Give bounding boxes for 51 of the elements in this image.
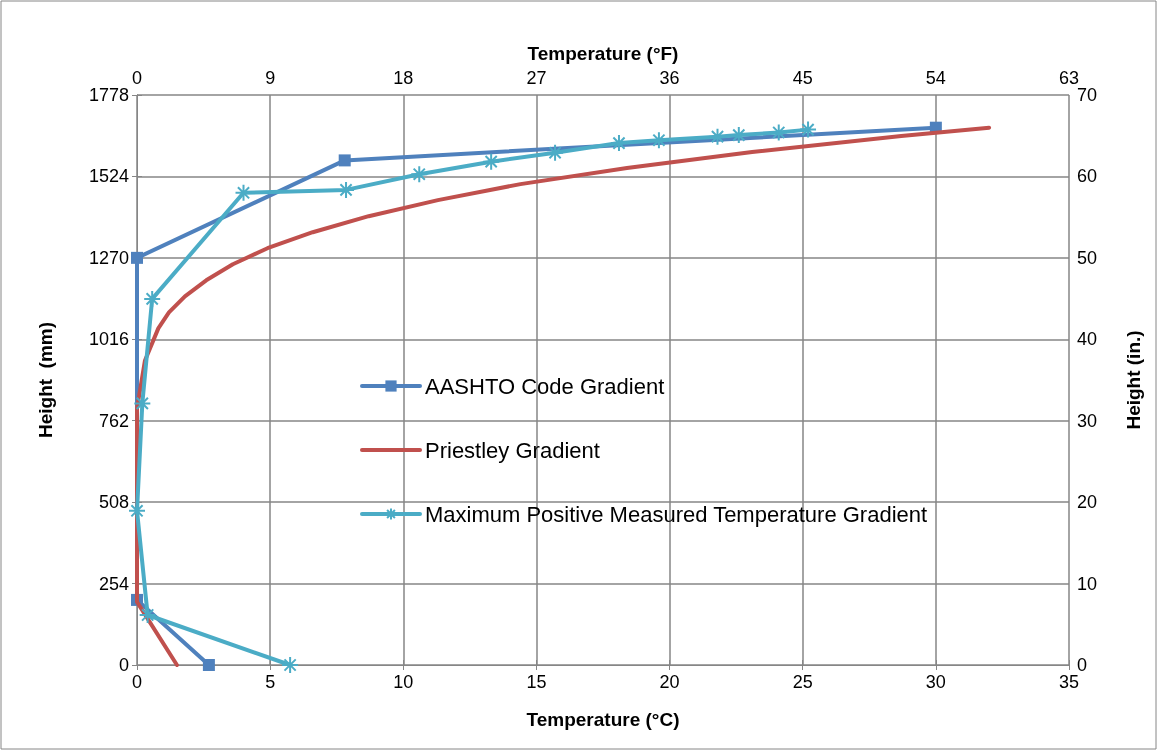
point	[546, 143, 565, 162]
point	[202, 659, 215, 671]
point	[799, 120, 818, 139]
x2-tick-label: 45	[792, 68, 813, 88]
x-axis-title: Temperature (°C)	[526, 709, 680, 730]
y-tick-label: 1778	[88, 85, 129, 105]
point	[143, 289, 162, 308]
x2-tick-label: 54	[925, 68, 946, 88]
legend-label: Priestley Gradient	[425, 437, 600, 463]
x2-tick-label: 18	[393, 68, 414, 88]
y-tick-label: 762	[98, 410, 129, 431]
y2-tick-label: 40	[1077, 329, 1098, 350]
point	[131, 251, 143, 264]
y2-tick-label: 30	[1077, 410, 1098, 431]
y2-tick-label: 20	[1077, 492, 1098, 513]
y-tick-label: 254	[98, 573, 129, 594]
legend-label: AASHTO Code Gradient	[425, 373, 665, 399]
y-tick-label: 1524	[88, 166, 129, 187]
x-tick-label: 20	[659, 672, 680, 692]
point	[410, 165, 429, 184]
x2-tick-label: 63	[1058, 68, 1080, 88]
y-axis-title: Height (mm)	[35, 321, 56, 439]
x2-tick-label: 9	[265, 68, 276, 88]
legend-label: Maximum Positive Measured Temperature Gradient	[425, 501, 928, 527]
point	[138, 605, 157, 624]
x-tick-label: 5	[265, 672, 276, 692]
x-tick-label: 15	[526, 672, 547, 692]
y-tick-label: 0	[118, 655, 129, 675]
x2-tick-label: 36	[659, 68, 680, 88]
point	[482, 152, 501, 171]
y2-tick-label: 70	[1077, 85, 1098, 105]
y-tick-label: 1016	[88, 329, 129, 350]
y-tick-label: 508	[98, 492, 129, 513]
point	[338, 154, 351, 167]
point	[609, 134, 628, 153]
y-tick-label: 1270	[88, 247, 129, 268]
x-tick-label: 0	[131, 672, 143, 692]
x-tick-label: 30	[925, 672, 946, 692]
x-tick-label: 10	[393, 672, 414, 692]
x2-axis-title: Temperature (°F)	[527, 43, 679, 64]
point	[281, 656, 300, 674]
y2-tick-label: 50	[1077, 247, 1098, 268]
y2-tick-label: 0	[1077, 655, 1088, 675]
point	[337, 180, 356, 199]
y2-tick-label: 60	[1077, 166, 1098, 187]
x2-tick-label: 27	[526, 68, 547, 88]
x2-tick-label: 0	[131, 68, 143, 88]
y2-axis-title: Height (in.)	[1123, 330, 1144, 430]
x-tick-label: 35	[1058, 672, 1080, 692]
y2-tick-label: 10	[1077, 573, 1098, 594]
x-tick-label: 25	[792, 672, 813, 692]
